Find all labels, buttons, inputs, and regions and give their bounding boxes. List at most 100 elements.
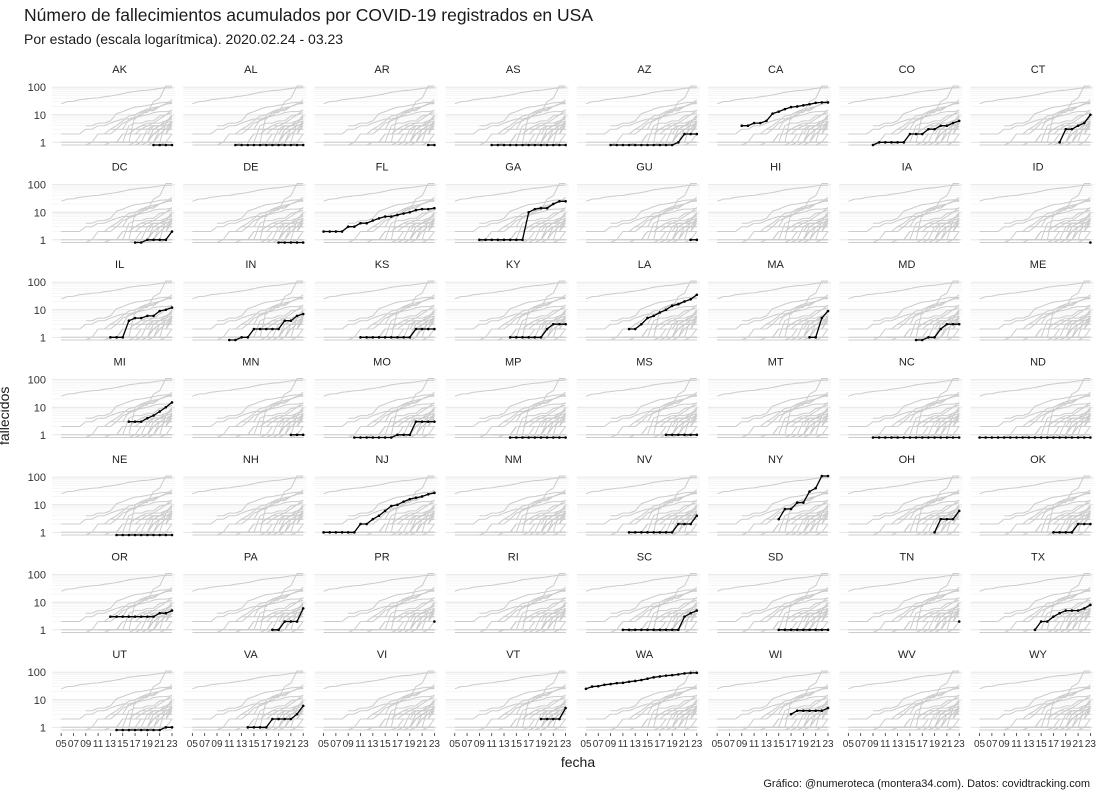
background-series-line xyxy=(659,415,697,423)
background-series-line xyxy=(454,500,566,525)
data-point xyxy=(896,436,899,439)
background-series-line xyxy=(247,116,304,143)
x-tick-label: 21 xyxy=(941,739,953,750)
background-series-line xyxy=(979,184,1091,202)
background-series-line xyxy=(192,184,304,202)
facet-label: KS xyxy=(375,259,390,271)
data-point xyxy=(127,533,131,537)
background-series-line xyxy=(122,670,172,715)
data-point xyxy=(689,433,692,437)
background-series-line xyxy=(610,199,697,224)
background-series-line xyxy=(909,378,960,422)
background-series-line xyxy=(217,686,304,712)
background-series-line xyxy=(379,531,435,536)
data-point xyxy=(271,717,274,721)
data-point xyxy=(158,410,161,413)
background-series-line xyxy=(217,491,304,517)
data-point xyxy=(164,308,168,312)
data-point xyxy=(133,615,137,618)
background-series-line xyxy=(116,413,173,436)
background-series-line xyxy=(641,531,697,536)
background-series-line xyxy=(378,116,435,143)
data-point xyxy=(1076,436,1080,439)
background-series-line xyxy=(717,199,829,241)
background-series-line xyxy=(515,475,566,520)
data-point xyxy=(695,293,699,297)
background-series-line xyxy=(515,85,566,130)
background-series-line xyxy=(586,402,697,427)
data-point xyxy=(289,620,293,623)
data-point xyxy=(496,238,500,242)
data-point xyxy=(402,433,405,437)
x-tick-label: 11 xyxy=(749,739,760,750)
data-point xyxy=(920,436,924,439)
facet-panel-pr: PR xyxy=(314,552,438,633)
facet-label: VT xyxy=(506,649,520,661)
data-point xyxy=(1082,436,1086,439)
background-series-line xyxy=(848,297,960,338)
data-point xyxy=(896,141,899,144)
x-tick-label: 11 xyxy=(487,739,498,750)
data-point xyxy=(139,533,143,537)
background-series-line xyxy=(848,500,960,525)
background-series-line xyxy=(909,280,960,325)
background-series-line xyxy=(848,379,960,397)
background-series-line xyxy=(379,413,435,436)
background-series-line xyxy=(510,608,567,631)
data-point xyxy=(283,717,287,721)
data-point xyxy=(377,436,381,439)
facet-label: MO xyxy=(373,357,391,369)
background-series-line xyxy=(903,604,960,631)
facet-panel-tx: TX xyxy=(970,552,1094,633)
x-tick-label: 21 xyxy=(285,739,297,750)
background-series-line xyxy=(640,116,698,143)
x-tick-label: 05 xyxy=(843,739,855,750)
background-series-line xyxy=(528,231,567,243)
data-point xyxy=(683,433,686,437)
facet-panel-wa: WA 05 07 09 11 13 15 17 19 21 23 xyxy=(576,649,703,750)
data-point xyxy=(420,327,424,331)
data-point xyxy=(240,336,243,339)
data-point xyxy=(146,615,149,618)
data-point xyxy=(658,675,662,678)
background-series-line xyxy=(903,506,960,533)
x-tick-label: 11 xyxy=(1011,739,1022,750)
background-series-line xyxy=(61,695,173,720)
data-point xyxy=(777,110,781,113)
data-point xyxy=(939,327,943,331)
background-series-line xyxy=(778,85,828,130)
facet-panel-nd: ND xyxy=(970,357,1094,439)
data-point xyxy=(871,143,875,147)
data-point xyxy=(277,327,280,331)
background-series-line xyxy=(778,378,828,422)
data-point xyxy=(826,706,830,710)
data-point xyxy=(640,628,643,632)
background-series-line xyxy=(348,394,435,419)
background-series-line xyxy=(979,589,1091,631)
background-series-line xyxy=(741,589,828,614)
data-point xyxy=(1033,628,1037,632)
background-series-line xyxy=(1004,589,1091,614)
data-point xyxy=(1039,436,1043,439)
background-series-line xyxy=(515,378,566,422)
x-tick-label: 23 xyxy=(166,739,178,750)
background-series-line xyxy=(384,378,435,422)
data-point xyxy=(533,143,537,147)
background-series-line xyxy=(192,305,304,330)
data-point xyxy=(490,143,494,147)
facet-label: NV xyxy=(637,454,653,466)
data-point xyxy=(496,143,500,147)
background-series-line xyxy=(772,434,828,438)
data-point xyxy=(420,495,424,498)
background-series-line xyxy=(1053,718,1091,731)
data-point xyxy=(689,611,692,615)
x-tick-label: 13 xyxy=(105,739,117,750)
facet-panel-nc: NC xyxy=(839,357,963,439)
data-point xyxy=(695,514,699,518)
background-series-line xyxy=(586,305,697,330)
data-point xyxy=(170,306,174,309)
background-series-line xyxy=(772,413,829,436)
data-point xyxy=(820,474,824,478)
x-tick-label: 17 xyxy=(261,739,273,750)
data-point xyxy=(271,628,274,632)
